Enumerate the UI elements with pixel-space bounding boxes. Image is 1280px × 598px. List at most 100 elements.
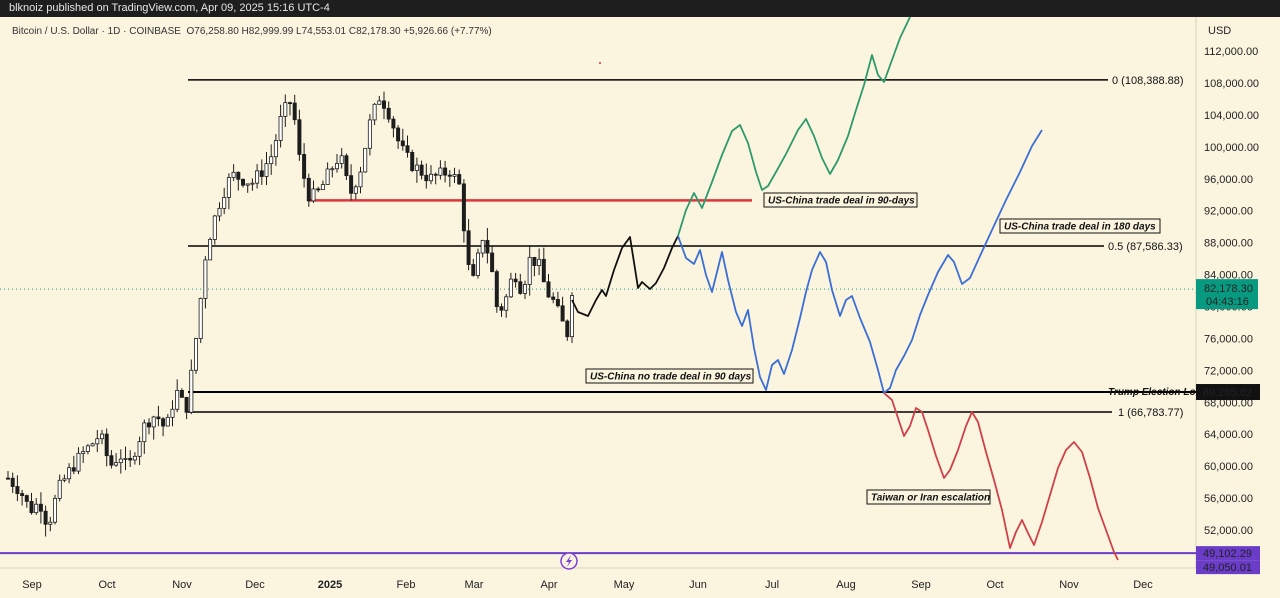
candle-body (297, 119, 302, 155)
current-price-text: 82,178.30 (1204, 283, 1253, 295)
candle-body (377, 100, 382, 105)
support-text-2: 49,050.01 (1203, 562, 1252, 574)
trump-lows-text: 69,285.82 (1203, 387, 1252, 399)
candle-body (292, 102, 297, 121)
candle-body (62, 478, 67, 481)
candle-body (302, 154, 307, 179)
candle-body (20, 493, 25, 496)
candle-body (306, 177, 311, 202)
candle-body (128, 458, 133, 461)
support-text-1: 49,102.29 (1203, 548, 1252, 560)
marker-dot (599, 62, 601, 64)
candle-body (438, 167, 443, 176)
candle-body (480, 240, 485, 254)
annotation-text: US-China trade deal in 90-days (768, 196, 915, 207)
candle-body (330, 168, 335, 171)
candle-body (236, 171, 241, 180)
candle-body (118, 458, 123, 464)
candle-body (104, 433, 109, 457)
time-tick-label: May (614, 579, 635, 591)
candle-body (179, 390, 184, 398)
time-tick-label: Sep (911, 579, 931, 591)
candle-body (217, 207, 222, 217)
candle-body (231, 171, 236, 178)
candle-body (43, 510, 48, 525)
countdown-text: 04:43:16 (1206, 296, 1249, 308)
candle-body (132, 455, 137, 461)
annotation-box (585, 368, 754, 384)
annotation-text: Taiwan or Iran escalation (871, 493, 990, 504)
candle-body (419, 164, 424, 176)
candle-body (81, 451, 86, 454)
currency-label: USD (1208, 25, 1231, 37)
candle-body (513, 278, 518, 283)
candle-body (222, 197, 227, 209)
candle-body (320, 184, 325, 191)
candle-body (353, 186, 358, 194)
candle-body (151, 416, 156, 428)
candle-body (523, 284, 528, 294)
candle-body (170, 408, 175, 418)
time-tick-label: Nov (1059, 579, 1079, 591)
candle-body (372, 103, 377, 121)
publish-header: blknoiz published on TradingView.com, Ap… (0, 0, 1280, 17)
candle-body (358, 171, 363, 188)
candle-body (90, 443, 95, 447)
price-tick-label: 56,000.00 (1204, 493, 1253, 505)
price-tick-label: 84,000.00 (1204, 270, 1253, 282)
price-tick-label: 68,000.00 (1204, 397, 1253, 409)
support-tag-2 (1196, 560, 1260, 575)
candle-body (212, 215, 217, 240)
candle-body (273, 140, 278, 158)
price-tick-label: 100,000.00 (1204, 142, 1259, 154)
trump-lows-tag (1196, 384, 1260, 401)
time-tick-label: 2025 (318, 579, 342, 591)
candle-body (565, 320, 570, 338)
candle-body (53, 497, 58, 523)
candle-body (490, 252, 495, 273)
candle-body (278, 115, 283, 141)
fib-1-label: 1 (66,783.77) (1118, 407, 1183, 419)
candle-body (10, 477, 15, 487)
candle-body (396, 127, 401, 142)
candle-body (344, 155, 349, 177)
time-tick-label: Mar (465, 579, 484, 591)
time-tick-label: Oct (986, 579, 1003, 591)
time-tick-label: Oct (98, 579, 115, 591)
price-tick-label: 76,000.00 (1204, 333, 1253, 345)
time-tick-label: Jul (765, 579, 779, 591)
candle-body (424, 174, 429, 182)
candle-body (175, 390, 180, 410)
candle-body (76, 452, 81, 472)
symbol-legend: Bitcoin / U.S. Dollar · 1D · COINBASE O7… (12, 26, 492, 37)
candle-body (541, 258, 546, 283)
annotation-box (763, 192, 918, 208)
candle-body (57, 479, 62, 499)
candle-body (250, 182, 255, 185)
candle-body (226, 177, 231, 198)
candle-body (269, 156, 274, 165)
candle-body (555, 299, 560, 307)
black-projection (571, 235, 679, 317)
symbol-title: Bitcoin / U.S. Dollar · 1D · COINBASE (12, 26, 181, 37)
current-price-tag (1196, 279, 1258, 310)
price-tick-label: 64,000.00 (1204, 429, 1253, 441)
candle-body (532, 256, 537, 266)
candle-body (184, 396, 189, 413)
candle-body (146, 422, 151, 428)
candle-body (38, 503, 43, 512)
candle-body (325, 168, 330, 185)
candle-body (142, 422, 147, 443)
chart-area[interactable] (0, 17, 1280, 598)
candle-body (386, 107, 391, 120)
candle-body (527, 256, 532, 285)
price-tick-label: 52,000.00 (1204, 525, 1253, 537)
candle-body (447, 174, 452, 177)
price-tick-label: 96,000.00 (1204, 174, 1253, 186)
candle-body (405, 145, 410, 153)
candle-body (264, 163, 269, 177)
candle-body (494, 271, 499, 308)
candle-body (410, 152, 415, 171)
